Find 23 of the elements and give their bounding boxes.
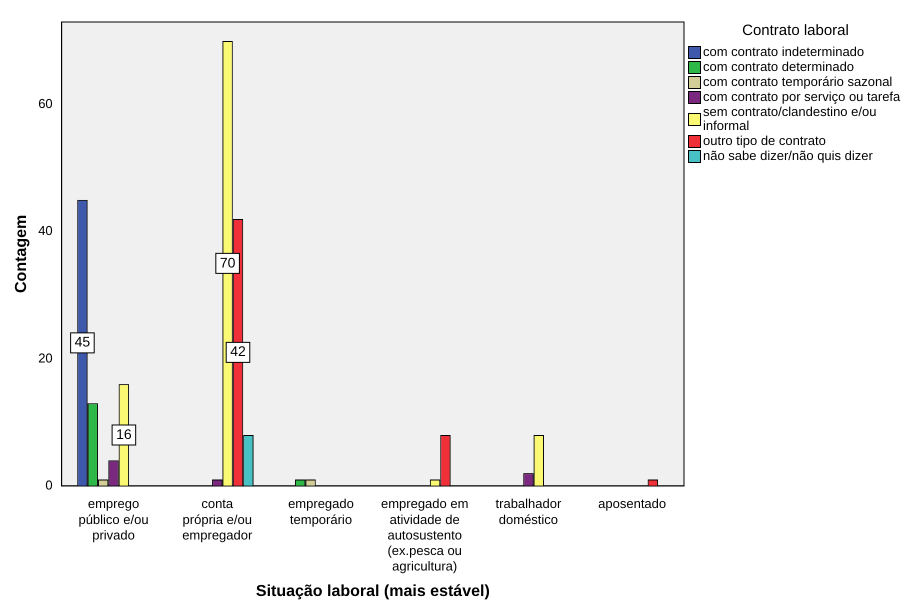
legend-label: com contrato por serviço ou tarefa bbox=[703, 89, 900, 104]
y-axis-title: Contagem bbox=[13, 214, 30, 294]
legend-label: com contrato indeterminado bbox=[703, 44, 864, 59]
legend-title: Contrato laboral bbox=[741, 22, 850, 39]
x-tick-label: empregado temporário bbox=[288, 496, 354, 527]
x-tick-label: conta própria e/ou empregador bbox=[182, 496, 253, 542]
y-tick-label: 60 bbox=[38, 96, 53, 112]
data-label: 70 bbox=[220, 254, 236, 270]
legend-label: com contrato determinado bbox=[703, 59, 854, 74]
y-tick-label: 0 bbox=[45, 477, 53, 492]
x-tick-label: emprego público e/ou privado bbox=[78, 496, 149, 542]
data-label: 16 bbox=[116, 426, 132, 442]
x-axis-title: Situação laboral (mais estável) bbox=[256, 582, 490, 600]
x-tick-label: trabalhador doméstico bbox=[496, 496, 562, 527]
y-tick-label: 40 bbox=[38, 223, 53, 238]
x-tick-label: empregado em atividade de autosustento (ex.pesca ou agricultura) bbox=[380, 496, 468, 574]
data-label: 45 bbox=[74, 334, 90, 350]
x-tick-label: aposentado bbox=[598, 496, 666, 512]
legend-label: com contrato temporário sazonal bbox=[703, 74, 892, 89]
legend-label: não sabe dizer/não quis dizer bbox=[703, 148, 873, 163]
data-label: 42 bbox=[230, 343, 246, 360]
legend-label: outro tipo de contrato bbox=[703, 133, 826, 148]
y-tick-label: 20 bbox=[38, 350, 53, 366]
